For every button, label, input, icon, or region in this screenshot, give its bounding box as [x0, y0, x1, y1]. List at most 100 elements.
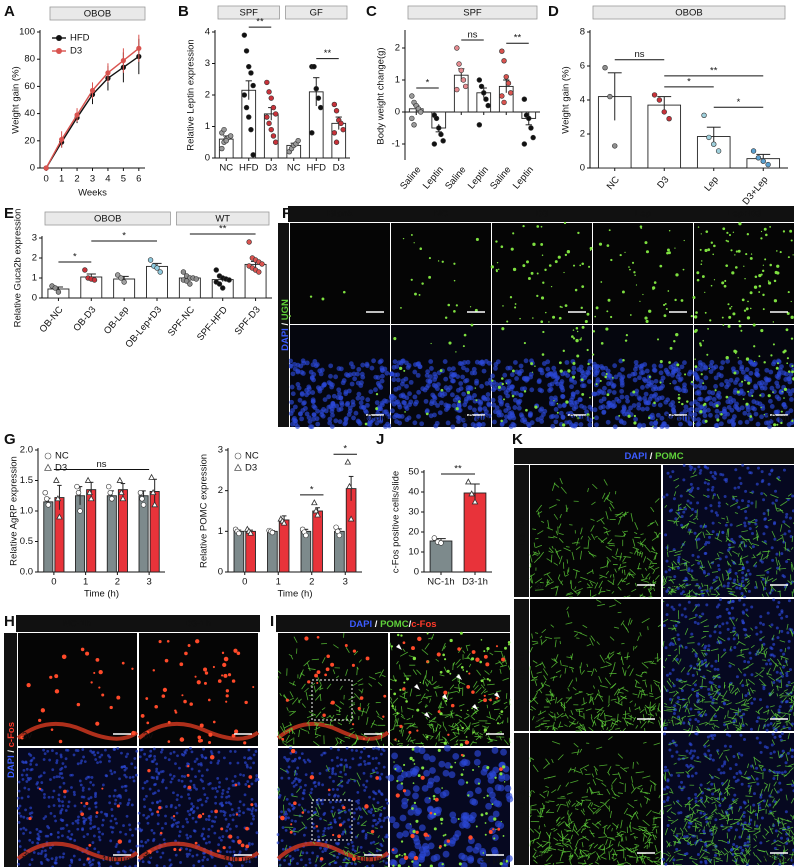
green-signal — [782, 230, 786, 233]
nucleus — [494, 405, 500, 411]
nucleus — [428, 755, 436, 763]
nucleus — [494, 784, 502, 791]
nucleus — [680, 523, 684, 527]
nucleus — [55, 856, 58, 860]
nucleus — [238, 850, 242, 854]
nucleus — [378, 819, 382, 823]
y-tick-label: 0.5 — [20, 536, 33, 547]
green-signal — [571, 335, 574, 338]
nucleus — [564, 360, 570, 365]
arrow-head — [424, 712, 430, 718]
fiber — [284, 854, 289, 858]
point — [651, 92, 658, 98]
stain-part: DAPI — [6, 755, 17, 778]
fiber — [300, 672, 305, 677]
green-signal — [510, 247, 514, 251]
nucleus — [236, 836, 240, 839]
red-signal — [95, 721, 100, 726]
nucleus — [326, 404, 332, 410]
fiber — [551, 545, 554, 549]
green-signal — [733, 371, 737, 375]
nucleus — [242, 811, 245, 815]
point — [440, 138, 446, 144]
point — [219, 145, 225, 152]
nucleus — [595, 377, 601, 383]
nucleus — [149, 754, 153, 758]
fiber — [474, 684, 479, 690]
nucleus — [109, 819, 113, 823]
red-signal — [446, 839, 451, 843]
point — [106, 483, 112, 490]
nucleus — [383, 409, 389, 415]
nucleus — [679, 494, 683, 498]
fiber — [301, 703, 306, 708]
red-signal — [488, 830, 493, 834]
y-tick-label: 2 — [580, 129, 585, 140]
nucleus — [555, 381, 560, 387]
nucleus — [365, 864, 369, 867]
red-signal — [501, 657, 506, 662]
fiber — [611, 555, 617, 560]
nucleus — [580, 373, 585, 379]
fiber — [571, 551, 575, 561]
fiber — [618, 516, 622, 525]
fiber — [744, 582, 751, 588]
nucleus — [378, 406, 384, 412]
green-signal — [762, 308, 765, 311]
green-signal — [411, 747, 415, 751]
green-signal — [792, 254, 794, 256]
fiber — [380, 854, 384, 859]
green-signal — [501, 382, 504, 386]
nucleus — [228, 761, 232, 765]
nucleus — [570, 391, 576, 397]
green-signal — [429, 864, 433, 867]
fiber — [435, 658, 440, 662]
red-signal — [364, 804, 369, 809]
nucleus — [216, 761, 220, 765]
nucleus — [327, 416, 333, 422]
nucleus — [587, 422, 593, 428]
x-tick-label: SPF-D3 — [233, 304, 263, 337]
fiber — [335, 704, 342, 710]
nucleus — [642, 378, 648, 384]
green-signal — [621, 290, 625, 294]
fiber — [652, 579, 654, 584]
y-tick-label: 30 — [408, 507, 419, 518]
nucleus — [340, 763, 343, 767]
green-signal — [770, 354, 773, 357]
nucleus — [362, 771, 366, 775]
fiber — [488, 693, 495, 696]
red-signal — [101, 787, 104, 790]
green-signal — [548, 264, 552, 267]
y-tick-label: 4 — [205, 27, 210, 38]
nucleus — [52, 804, 56, 807]
nucleus — [333, 794, 336, 798]
green-signal — [527, 277, 531, 280]
nucleus — [351, 844, 355, 848]
green-signal — [675, 274, 678, 276]
fiber — [449, 684, 455, 690]
fiber — [437, 723, 442, 727]
nucleus — [327, 793, 331, 797]
green-signal — [631, 261, 635, 264]
green-signal — [735, 352, 737, 355]
nucleus — [613, 374, 619, 380]
red-signal — [28, 816, 32, 821]
red-signal — [351, 856, 357, 862]
nucleus — [571, 365, 577, 371]
nucleus — [44, 855, 47, 858]
nucleus — [747, 500, 751, 504]
nucleus — [247, 757, 250, 760]
nucleus — [506, 795, 514, 803]
red-signal — [495, 696, 499, 700]
nucleus — [620, 367, 625, 372]
nucleus — [194, 820, 198, 824]
fiber — [438, 706, 444, 708]
nucleus — [114, 798, 118, 802]
nucleus — [638, 370, 644, 376]
y-axis-label: Relative Guca2b expression — [13, 209, 24, 328]
y-tick-label: 1.5 — [20, 475, 33, 486]
nucleus — [210, 810, 214, 814]
nucleus — [48, 758, 52, 762]
fiber — [574, 586, 577, 590]
